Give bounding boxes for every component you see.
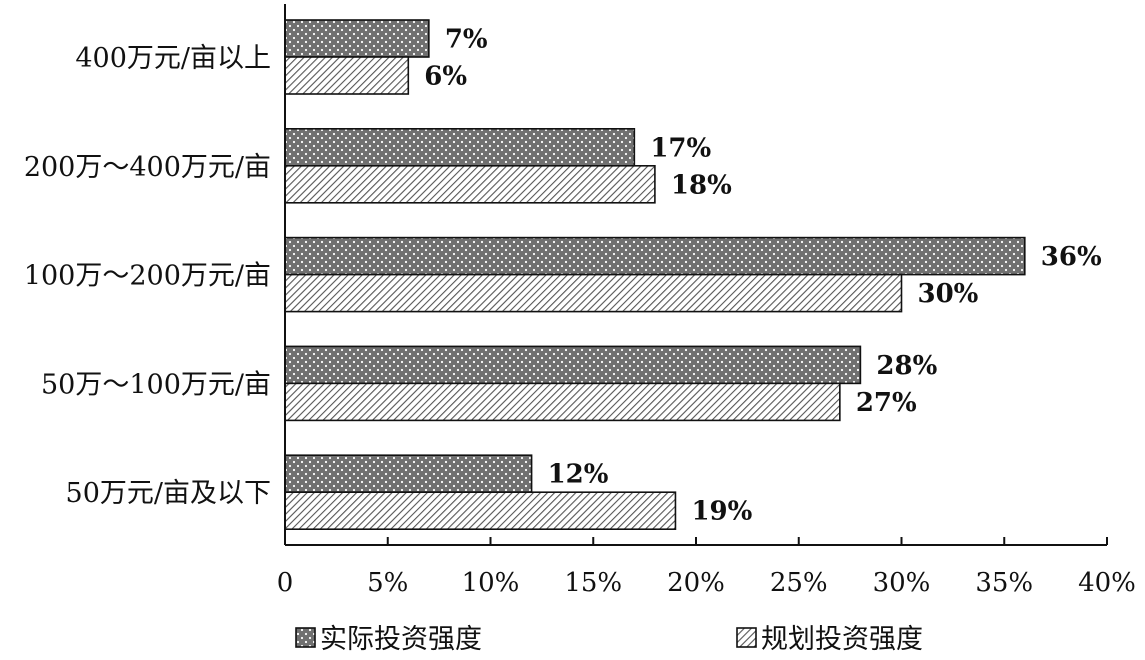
category-label: 400万元/亩以上 [75,43,271,74]
x-tick-label: 30% [873,568,931,598]
bar-actual [284,128,636,167]
legend-swatch-actual [295,627,316,648]
data-label: 6% [424,62,467,92]
bar-actual [284,19,430,58]
x-tick-label: 40% [1078,568,1136,598]
category-label: 100万～200万元/亩 [24,261,271,292]
data-label: 30% [918,279,979,309]
x-tick-label: 25% [770,568,828,598]
bar-planned [284,491,677,531]
legend-label-actual: 实际投资强度 [320,624,482,655]
data-label: 12% [548,460,609,490]
bar-planned [284,273,903,313]
bar-actual [284,454,533,494]
data-label: 17% [650,133,711,163]
legend-swatch-planned [736,627,757,648]
x-tick-label: 10% [462,568,520,598]
category-label: 50万元/亩及以下 [66,478,271,509]
legend-label-planned: 规划投资强度 [761,624,923,655]
category-label: 200万～400万元/亩 [24,152,271,183]
bar-planned [284,56,410,95]
data-label: 19% [691,497,752,527]
category-label: 50万～100万元/亩 [41,369,271,400]
bar-actual [284,345,862,385]
data-label: 7% [445,25,488,55]
bar-planned [284,165,656,204]
x-tick-label: 20% [667,568,725,598]
x-tick-label: 15% [564,568,622,598]
x-tick-label: 5% [367,568,408,598]
x-tick-label: 0 [277,568,294,598]
data-label: 27% [856,388,917,418]
bar-actual [284,236,1026,276]
data-label: 28% [876,351,937,381]
data-label: 18% [671,170,732,200]
data-label: 36% [1041,242,1102,272]
x-tick-label: 35% [975,568,1033,598]
bar-planned [284,382,841,422]
